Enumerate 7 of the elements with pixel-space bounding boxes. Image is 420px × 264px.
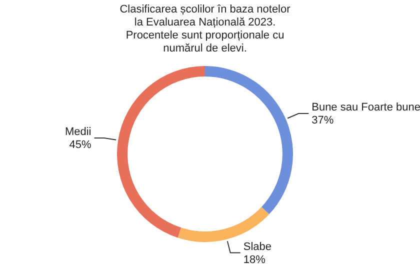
chart-title: Clasificarea școlilor în baza notelor la Evaluarea Națională 2023. Procentele sunt proporționale cu numărul de elevi. <box>120 4 291 55</box>
slice-label: Bune sau Foarte bune <box>312 102 420 114</box>
slice-label: Slabe <box>243 240 272 253</box>
data-label: 18% <box>243 254 266 264</box>
data-label: 45% <box>69 139 92 152</box>
data-label: 37% <box>312 114 334 127</box>
slice-label: Medii <box>64 126 92 138</box>
